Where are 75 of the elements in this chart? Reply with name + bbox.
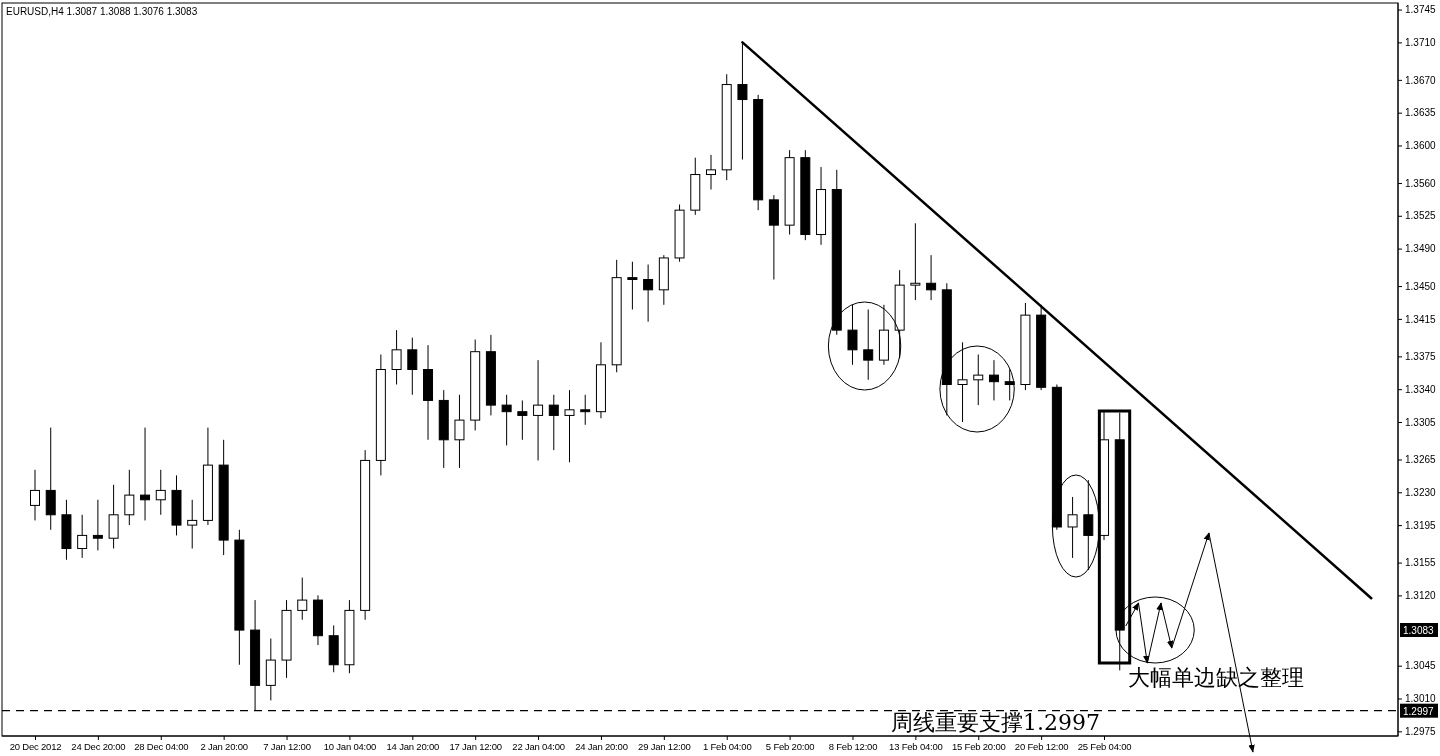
- y-tick-label: 1.3560: [1405, 177, 1437, 189]
- candlestick: [973, 354, 984, 406]
- candlestick: [988, 359, 999, 401]
- candlestick: [1067, 496, 1078, 559]
- y-tick-label: 1.3195: [1405, 519, 1437, 531]
- candlestick: [108, 484, 119, 550]
- y-tick-label: 1.3265: [1405, 454, 1437, 466]
- candlestick: [706, 154, 716, 191]
- x-tick-label: 17 Jan 12:00: [449, 740, 502, 752]
- candlestick: [517, 399, 528, 441]
- text: 1.3083: [1403, 625, 1435, 636]
- candlestick: [77, 514, 88, 559]
- y-tick-label: 1.3230: [1405, 486, 1437, 498]
- y-tick-label: 1.3010: [1405, 693, 1437, 705]
- candlestick: [643, 264, 654, 323]
- x-tick-label: 14 Jan 20:00: [386, 740, 440, 752]
- y-tick-label: 1.3490: [1405, 243, 1437, 255]
- y-tick-label: 1.3375: [1405, 351, 1437, 363]
- x-tick-label: 20 Feb 12:00: [1014, 740, 1069, 752]
- y-tick-label: 1.3745: [1405, 4, 1437, 16]
- candlestick: [297, 577, 308, 621]
- candlestick: [533, 359, 544, 461]
- candlestick: [847, 304, 858, 366]
- x-tick-label: 2 Jan 20:00: [200, 740, 248, 752]
- x-tick-label: 5 Feb 20:00: [765, 740, 815, 752]
- candlestick: [140, 427, 151, 521]
- x-tick-label: 20 Dec 2012: [9, 740, 62, 752]
- candlestick: [501, 394, 512, 446]
- y-tick-label: 1.3155: [1405, 557, 1437, 569]
- candlestick: [454, 394, 465, 469]
- annotation: 周线重要支撑1.2997: [890, 710, 1100, 735]
- x-tick-label: 24 Dec 20:00: [71, 740, 126, 752]
- y-tick-label: 1.3600: [1405, 140, 1437, 152]
- x-tick-label: 29 Jan 12:00: [638, 740, 691, 752]
- y-tick-label: 1.3450: [1405, 280, 1437, 292]
- candlestick: [580, 394, 591, 426]
- x-tick-label: 25 Feb 04:00: [1077, 740, 1132, 752]
- candlestick: [564, 389, 575, 463]
- x-tick-label: 10 Jan 04:00: [323, 740, 377, 752]
- candlestick: [957, 341, 968, 423]
- candlestick: [92, 499, 103, 551]
- candlestick: [1083, 479, 1094, 571]
- candlestick: [407, 337, 418, 396]
- y-tick-label: 1.3340: [1405, 383, 1437, 395]
- x-tick-label: 7 Jan 12:00: [263, 740, 311, 752]
- candlestick: [187, 499, 198, 550]
- y-tick-label: 1.3305: [1405, 416, 1437, 428]
- y-tick-label: 1.3525: [1405, 210, 1437, 222]
- ref-line-label: 1.2997: [1403, 705, 1435, 717]
- x-tick-label: 8 Feb 12:00: [828, 740, 878, 752]
- y-tick-label: 1.3635: [1405, 107, 1437, 119]
- candlestick: [548, 394, 559, 451]
- candlestick: [926, 254, 937, 301]
- y-tick-label: 1.2975: [1405, 726, 1437, 738]
- x-tick-label: 15 Feb 20:00: [951, 740, 1006, 752]
- x-tick-label: 22 Jan 04:00: [512, 740, 565, 752]
- y-tick-label: 1.3710: [1405, 37, 1437, 49]
- annotation: 大幅单边缺之整理: [1127, 665, 1304, 690]
- candlestick: [863, 309, 874, 381]
- x-tick-label: 1 Feb 04:00: [702, 740, 752, 752]
- candlestick: [910, 222, 921, 301]
- y-tick-label: 1.3415: [1405, 313, 1437, 325]
- candlestick: [627, 261, 638, 311]
- y-tick-label: 1.3120: [1405, 590, 1437, 602]
- x-tick-label: 13 Feb 04:00: [889, 740, 943, 752]
- candlestick: [155, 469, 166, 516]
- chart-title: EURUSD,H4 1.3087 1.3088 1.3076 1.3083: [6, 6, 198, 17]
- y-tick-label: 1.3670: [1405, 74, 1437, 86]
- x-tick-label: 28 Dec 04:00: [134, 740, 189, 752]
- candlestick: [391, 329, 402, 385]
- candlestick: [30, 469, 40, 521]
- candlestick: [124, 469, 135, 526]
- y-tick-label: 1.3045: [1405, 660, 1437, 672]
- candlestick: [1004, 369, 1015, 401]
- x-tick-label: 24 Jan 20:00: [575, 740, 628, 752]
